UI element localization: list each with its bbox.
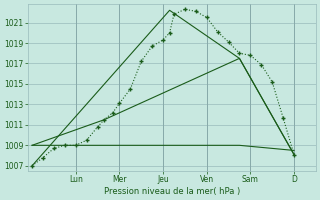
X-axis label: Pression niveau de la mer( hPa ): Pression niveau de la mer( hPa ) (104, 187, 240, 196)
